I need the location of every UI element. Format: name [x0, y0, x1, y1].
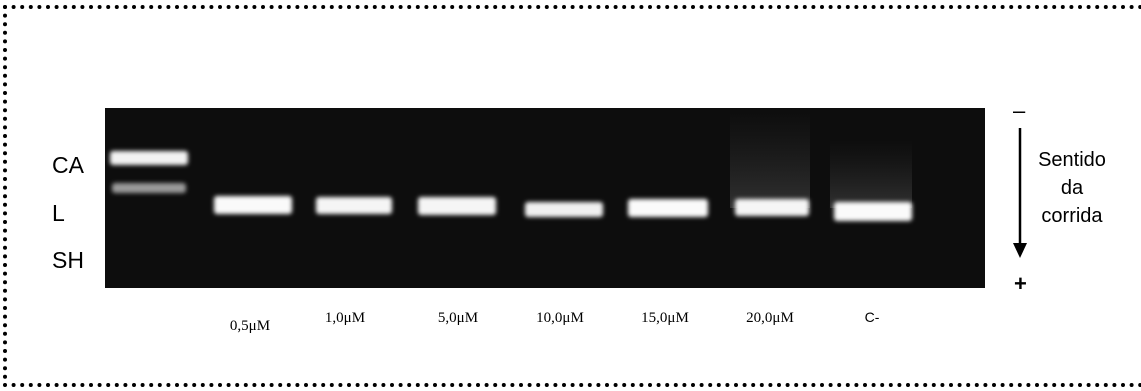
page: CA L SH 0,5μM 1,0μM 5,0μM 10,0μM 15,0μM 20,0μ…: [0, 0, 1141, 391]
smear: [730, 108, 810, 208]
band-label: SH: [52, 247, 84, 273]
band-label: CA: [52, 152, 85, 178]
direction-text: corrida: [1041, 205, 1103, 227]
band: [110, 151, 188, 165]
lane-label: 0,5μM: [230, 318, 270, 334]
plus-sign: +: [1014, 271, 1027, 296]
lane-label: 20,0μM: [746, 310, 794, 326]
gel: [105, 108, 985, 288]
lane-labels: 0,5μM 1,0μM 5,0μM 10,0μM 15,0μM 20,0μM C-: [230, 309, 880, 334]
band-labels: CA L SH: [52, 152, 85, 273]
lane-label: C-: [865, 309, 880, 325]
direction-text: da: [1061, 177, 1084, 199]
direction-text: Sentido: [1038, 149, 1106, 171]
lane-label: 10,0μM: [536, 310, 584, 326]
lane-label: 15,0μM: [641, 310, 689, 326]
band: [628, 199, 708, 217]
band: [316, 197, 392, 214]
band-label: L: [52, 200, 65, 226]
band: [418, 197, 496, 215]
band: [525, 202, 603, 217]
arrow-head: [1013, 243, 1027, 258]
minus-sign: –: [1013, 98, 1026, 123]
lane-label: 1,0μM: [325, 310, 365, 326]
direction: – + Sentido da corrida: [1013, 98, 1106, 296]
lane-label: 5,0μM: [438, 310, 478, 326]
band: [735, 199, 809, 216]
band: [214, 196, 292, 214]
figure: CA L SH 0,5μM 1,0μM 5,0μM 10,0μM 15,0μM 20,0μ…: [0, 0, 1141, 391]
band: [834, 202, 912, 221]
smear: [830, 140, 912, 208]
band: [112, 183, 186, 193]
